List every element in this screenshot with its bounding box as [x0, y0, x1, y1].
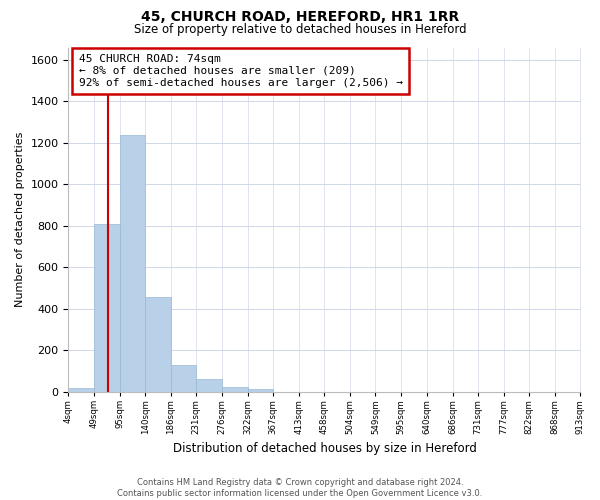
Text: 45 CHURCH ROAD: 74sqm
← 8% of detached houses are smaller (209)
92% of semi-deta: 45 CHURCH ROAD: 74sqm ← 8% of detached h… — [79, 54, 403, 88]
Bar — [196, 379, 221, 392]
Bar — [248, 388, 273, 392]
Text: Size of property relative to detached houses in Hereford: Size of property relative to detached ho… — [134, 22, 466, 36]
Y-axis label: Number of detached properties: Number of detached properties — [15, 132, 25, 308]
Bar — [221, 388, 248, 392]
Text: 45, CHURCH ROAD, HEREFORD, HR1 1RR: 45, CHURCH ROAD, HEREFORD, HR1 1RR — [141, 10, 459, 24]
Bar — [68, 388, 94, 392]
Bar — [119, 134, 145, 392]
Text: Contains HM Land Registry data © Crown copyright and database right 2024.
Contai: Contains HM Land Registry data © Crown c… — [118, 478, 482, 498]
X-axis label: Distribution of detached houses by size in Hereford: Distribution of detached houses by size … — [173, 442, 476, 455]
Bar — [145, 298, 171, 392]
Bar — [94, 224, 119, 392]
Bar — [171, 365, 196, 392]
